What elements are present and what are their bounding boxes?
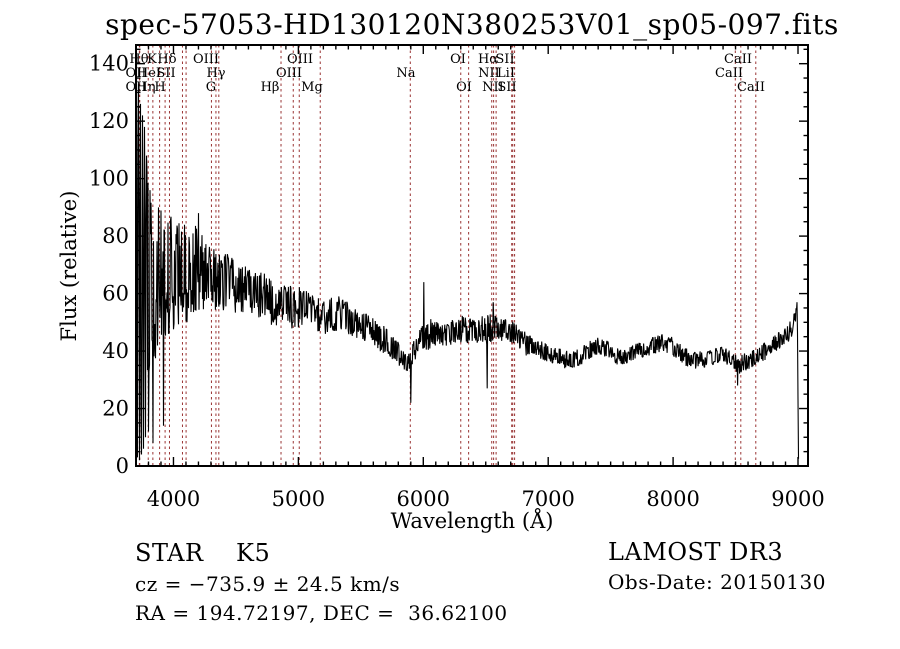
classification-text: STAR K5: [135, 539, 270, 567]
spectral-line-label: CaII: [737, 80, 765, 95]
y-tick-label: 0: [116, 454, 129, 478]
x-tick-label: 7000: [521, 487, 574, 511]
spectral-line-label: Hη: [136, 80, 155, 95]
spectral-line-label: CaII: [724, 52, 752, 67]
x-tick-label: 4000: [147, 487, 200, 511]
spectral-line-label: Hβ: [261, 80, 280, 95]
y-tick-label: 60: [102, 282, 129, 306]
spectral-line-label: SII: [497, 80, 516, 95]
spectral-line-label: Na: [396, 66, 415, 81]
y-tick-label: 40: [102, 339, 129, 363]
spectral-line-label: SII: [495, 52, 514, 67]
spectral-line-label: G: [206, 80, 216, 95]
spectral-line-label: NII: [482, 80, 504, 95]
spectral-line-label: OIII: [193, 52, 219, 67]
spectral-line-label: OI: [450, 52, 466, 67]
spectral-line-label: Hδ: [157, 52, 176, 67]
plot-title: spec-57053-HD130120N380253V01_sp05-097.f…: [105, 8, 839, 41]
y-tick-label: 20: [102, 397, 129, 421]
spectral-line-label: Mg: [301, 80, 323, 95]
plot-frame: [135, 44, 809, 467]
y-tick-label: 140: [89, 52, 129, 76]
spectral-line-label: OI: [456, 80, 472, 95]
x-tick-label: 8000: [646, 487, 699, 511]
spectral-line-label: NII: [478, 66, 500, 81]
spectral-line-label: HeI: [137, 66, 161, 81]
y-tick-label: 120: [89, 109, 129, 133]
axis-tick-labels: 4000 5000 6000 7000 8000 9000 0 20 40 60 80 100 120 1…: [89, 52, 825, 511]
x-tick-label: 9000: [771, 487, 824, 511]
y-tick-label: 80: [102, 224, 129, 248]
survey-release-text: LAMOST DR3: [608, 538, 783, 566]
spectral-line-label: Hθ: [129, 52, 148, 67]
spectral-line-label: OIII: [287, 52, 313, 67]
spectral-line-label: SII: [156, 66, 175, 81]
spectral-line-label: OIII: [276, 66, 302, 81]
x-tick-label: 5000: [272, 487, 325, 511]
spectrum-trace: [135, 63, 800, 461]
spectral-line-label: H: [154, 80, 165, 95]
y-tick-label: 100: [89, 167, 129, 191]
x-tick-label: 6000: [397, 487, 450, 511]
spectral-line-markers: [138, 45, 757, 466]
axes-frame: [135, 44, 809, 467]
spectral-line-label: LiI: [497, 66, 515, 81]
spectral-line-label: Hγ: [206, 66, 225, 81]
spectral-line-label: CaII: [715, 66, 743, 81]
obs-date-text: Obs-Date: 20150130: [608, 570, 826, 594]
ra-dec-text: RA = 194.72197, DEC = 36.62100: [135, 601, 508, 625]
spectral-line-label: K: [147, 52, 157, 67]
x-axis-title: Wavelength (Å): [391, 508, 554, 533]
axis-ticks: [136, 45, 808, 467]
spectral-line-label: Hα: [478, 52, 498, 67]
y-axis-title: Flux (relative): [57, 191, 81, 342]
cz-velocity-text: cz = −735.9 ± 24.5 km/s: [135, 572, 400, 596]
